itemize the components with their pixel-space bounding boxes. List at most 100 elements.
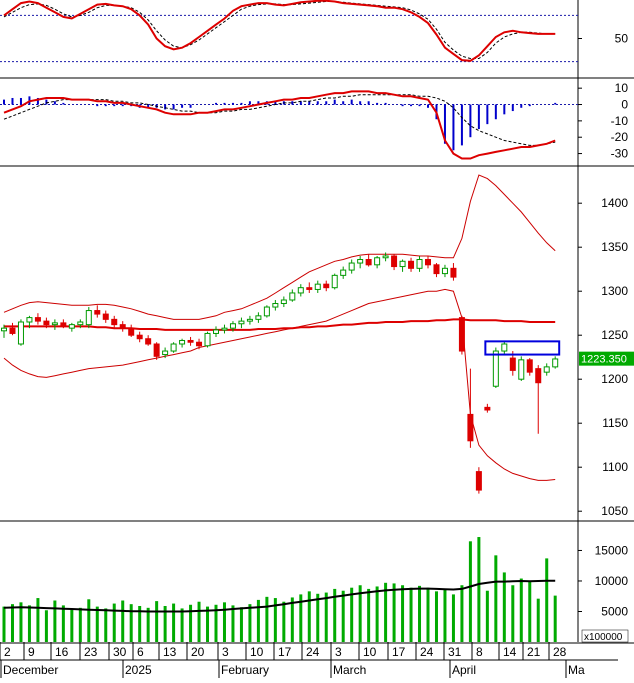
candle-body — [103, 314, 108, 319]
candle-body — [154, 344, 159, 356]
candle-body — [527, 360, 532, 372]
candle-body — [434, 265, 439, 274]
candle-body — [86, 311, 91, 325]
volume-bar — [45, 610, 48, 642]
x-day-label: 9 — [28, 645, 35, 659]
candle-body — [10, 328, 15, 333]
candle-body — [52, 323, 57, 325]
volume-bar — [231, 605, 234, 642]
candle-body — [230, 324, 235, 328]
x-day-label: 28 — [553, 645, 567, 659]
volume-bar — [121, 601, 124, 642]
candle-body — [205, 333, 210, 345]
volume-bar — [486, 591, 489, 642]
candle-body — [502, 344, 507, 351]
candle-body — [332, 275, 337, 287]
x-day-label: 16 — [55, 645, 69, 659]
macd-line — [4, 91, 555, 158]
volume-bar — [11, 604, 14, 642]
bollinger-upper-band — [4, 175, 555, 319]
macd-tick-label: -20 — [611, 130, 629, 144]
volume-bar — [19, 602, 22, 642]
candle-body — [69, 325, 74, 329]
price-tick-label: 1350 — [601, 240, 628, 254]
x-day-label: 3 — [335, 645, 342, 659]
candle-body — [18, 322, 23, 344]
candle-body — [256, 316, 261, 320]
volume-bar — [460, 585, 463, 642]
volume-bar — [545, 558, 548, 642]
volume-bar — [427, 588, 430, 642]
candle-body — [171, 344, 176, 351]
x-day-label: 6 — [137, 645, 144, 659]
macd-signal-line — [4, 95, 555, 146]
volume-bar — [113, 604, 116, 642]
volume-bar — [36, 598, 39, 642]
stoch-tick-label: 50 — [615, 32, 629, 46]
volume-bar — [435, 591, 438, 642]
volume-bar — [528, 582, 531, 642]
candle-body — [129, 328, 134, 335]
candle-body — [400, 261, 405, 266]
stoch-k-line — [4, 1, 555, 61]
candle-body — [426, 260, 431, 265]
candle-body — [315, 284, 320, 289]
x-day-label: 8 — [476, 645, 483, 659]
macd-tick-label: 10 — [615, 81, 629, 95]
x-month-label: March — [333, 663, 366, 677]
volume-bar — [53, 601, 56, 642]
volume-bar — [28, 605, 31, 642]
x-day-label: 24 — [306, 645, 320, 659]
candle-body — [366, 260, 371, 265]
x-day-label: 10 — [250, 645, 264, 659]
volume-bar — [342, 591, 345, 642]
volume-bar — [291, 597, 294, 642]
candle-body — [383, 256, 388, 258]
x-month-label: Ma — [568, 663, 585, 677]
candle-body — [298, 288, 303, 293]
x-day-label: 2 — [4, 645, 11, 659]
candle-body — [2, 328, 7, 331]
candle-body — [476, 472, 481, 490]
volume-bar — [452, 594, 455, 642]
volume-bar — [401, 585, 404, 642]
candle-body — [61, 323, 66, 326]
volume-bar — [367, 589, 370, 642]
candle-body — [468, 414, 473, 440]
candle-body — [417, 260, 422, 269]
volume-bar — [181, 608, 184, 642]
volume-bar — [554, 596, 557, 642]
volume-bar — [172, 604, 175, 642]
x-day-label: 13 — [163, 645, 177, 659]
volume-bar — [282, 602, 285, 642]
volume-bar — [265, 597, 268, 642]
candle-body — [180, 340, 185, 344]
volume-bar — [96, 607, 99, 642]
candle-body — [214, 330, 219, 334]
candle-body — [281, 300, 286, 304]
candle-body — [510, 358, 515, 370]
volume-bar — [376, 586, 379, 642]
candle-body — [553, 359, 558, 367]
volume-moving-average-line — [4, 581, 555, 612]
volume-bar — [393, 583, 396, 642]
price-tick-label: 1150 — [602, 416, 628, 430]
x-day-label: 23 — [84, 645, 98, 659]
price-tick-label: 1400 — [601, 196, 628, 210]
candle-body — [264, 307, 269, 316]
x-day-label: 24 — [420, 645, 434, 659]
volume-bar — [3, 607, 6, 642]
volume-bar — [418, 586, 421, 642]
candle-body — [459, 318, 464, 351]
price-tick-label: 1250 — [601, 328, 628, 342]
candle-body — [188, 340, 193, 342]
macd-tick-label: -30 — [611, 147, 629, 161]
price-tick-label: 1050 — [601, 504, 628, 518]
x-month-label: February — [221, 663, 269, 677]
candle-body — [27, 318, 32, 322]
candle-body — [120, 325, 125, 329]
volume-bar — [248, 604, 251, 642]
volume-bar — [70, 609, 73, 642]
